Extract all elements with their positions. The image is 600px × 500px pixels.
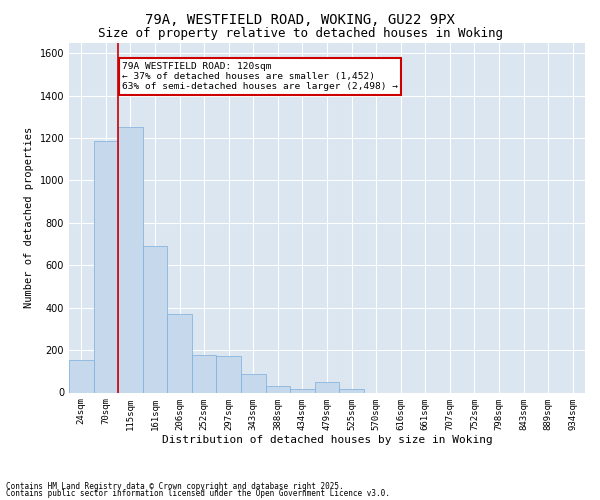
- X-axis label: Distribution of detached houses by size in Woking: Distribution of detached houses by size …: [161, 435, 493, 445]
- Bar: [69, 360, 94, 392]
- Bar: [217, 356, 241, 392]
- Bar: [118, 128, 143, 392]
- Bar: [167, 314, 192, 392]
- Text: 79A WESTFIELD ROAD: 120sqm
← 37% of detached houses are smaller (1,452)
63% of s: 79A WESTFIELD ROAD: 120sqm ← 37% of deta…: [122, 62, 398, 92]
- Text: Contains public sector information licensed under the Open Government Licence v3: Contains public sector information licen…: [6, 490, 390, 498]
- Y-axis label: Number of detached properties: Number of detached properties: [24, 127, 34, 308]
- Bar: [315, 382, 339, 392]
- Bar: [192, 356, 217, 393]
- Bar: [241, 374, 266, 392]
- Text: 79A, WESTFIELD ROAD, WOKING, GU22 9PX: 79A, WESTFIELD ROAD, WOKING, GU22 9PX: [145, 12, 455, 26]
- Text: Size of property relative to detached houses in Woking: Size of property relative to detached ho…: [97, 28, 503, 40]
- Bar: [339, 390, 364, 392]
- Bar: [266, 386, 290, 392]
- Text: Contains HM Land Registry data © Crown copyright and database right 2025.: Contains HM Land Registry data © Crown c…: [6, 482, 344, 491]
- Bar: [290, 390, 315, 392]
- Bar: [94, 141, 118, 393]
- Bar: [143, 246, 167, 392]
